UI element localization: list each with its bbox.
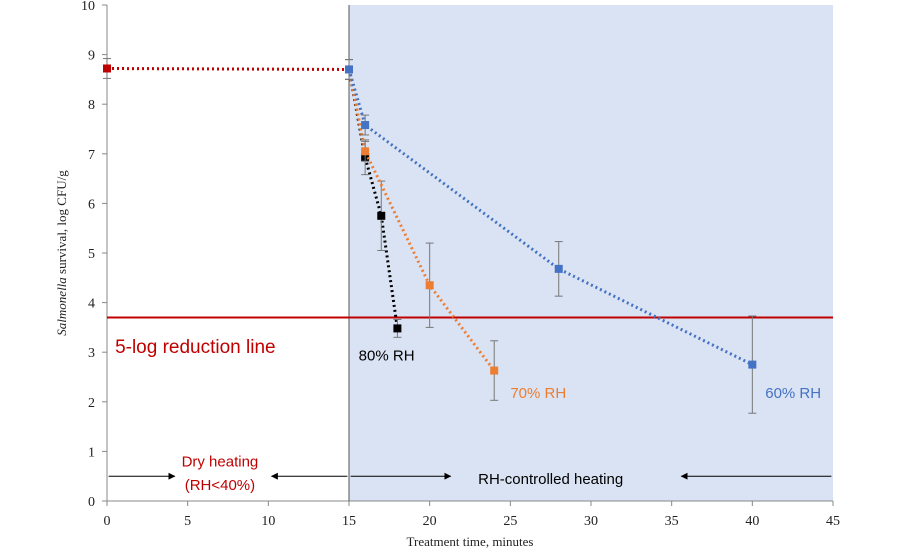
data-point [103, 64, 111, 73]
y-tick-label: 2 [88, 396, 95, 411]
dry-heating-rh-label: (RH<40%) [185, 477, 255, 494]
data-point [377, 211, 386, 220]
rh-controlled-heating-label: RH-controlled heating [478, 471, 623, 488]
y-tick-label: 4 [88, 297, 95, 312]
data-point [361, 121, 370, 130]
data-point [490, 366, 499, 375]
dry-heating-label: Dry heating [182, 453, 259, 470]
rh-controlled-shaded-region [349, 5, 833, 501]
series-trend-line [347, 69, 496, 372]
data-point [361, 147, 370, 156]
x-tick-label: 30 [584, 514, 598, 529]
y-tick-label: 9 [88, 49, 95, 64]
y-tick-label: 5 [88, 247, 95, 262]
x-tick-label: 0 [104, 514, 111, 529]
labels-layer: 80% RH 70% RH 60% RH [108, 348, 832, 480]
data-point [393, 324, 402, 333]
data-point [425, 281, 434, 290]
series-label: 60% RH [765, 385, 821, 402]
x-tick-label: 40 [745, 514, 759, 529]
y-axis-title-units: survival, log CFU/g [54, 170, 69, 277]
y-axis-title: Salmonella survival, log CFU/g [54, 170, 69, 336]
x-tick-label: 5 [184, 514, 191, 529]
series-3 [345, 59, 757, 414]
x-tick-label: 10 [261, 514, 275, 529]
y-tick-label: 7 [88, 148, 95, 163]
y-tick-label: 10 [81, 0, 95, 14]
data-point [748, 360, 757, 369]
series-layer [103, 58, 757, 414]
x-tick-label: 20 [423, 514, 437, 529]
x-axis-title: Treatment time, minutes [407, 534, 534, 549]
y-tick-label: 1 [88, 445, 95, 460]
x-tick-label: 15 [342, 514, 356, 529]
data-point [554, 264, 563, 273]
series-trend-line [106, 66, 350, 71]
series-0 [103, 58, 353, 80]
series-label: 70% RH [510, 385, 566, 402]
series-trend-line [347, 69, 399, 329]
y-tick-label: 6 [88, 197, 95, 212]
x-tick-label: 45 [826, 514, 840, 529]
series-label: 80% RH [359, 348, 415, 365]
y-tick-label: 3 [88, 346, 95, 361]
data-point [345, 65, 353, 74]
y-tick-label: 0 [88, 495, 95, 510]
x-tick-label: 25 [503, 514, 517, 529]
y-tick-label: 8 [88, 98, 95, 113]
y-axis-title-organism: Salmonella [54, 277, 69, 336]
reduction-line-label: 5-log reduction line [115, 337, 276, 358]
x-tick-label: 35 [665, 514, 679, 529]
